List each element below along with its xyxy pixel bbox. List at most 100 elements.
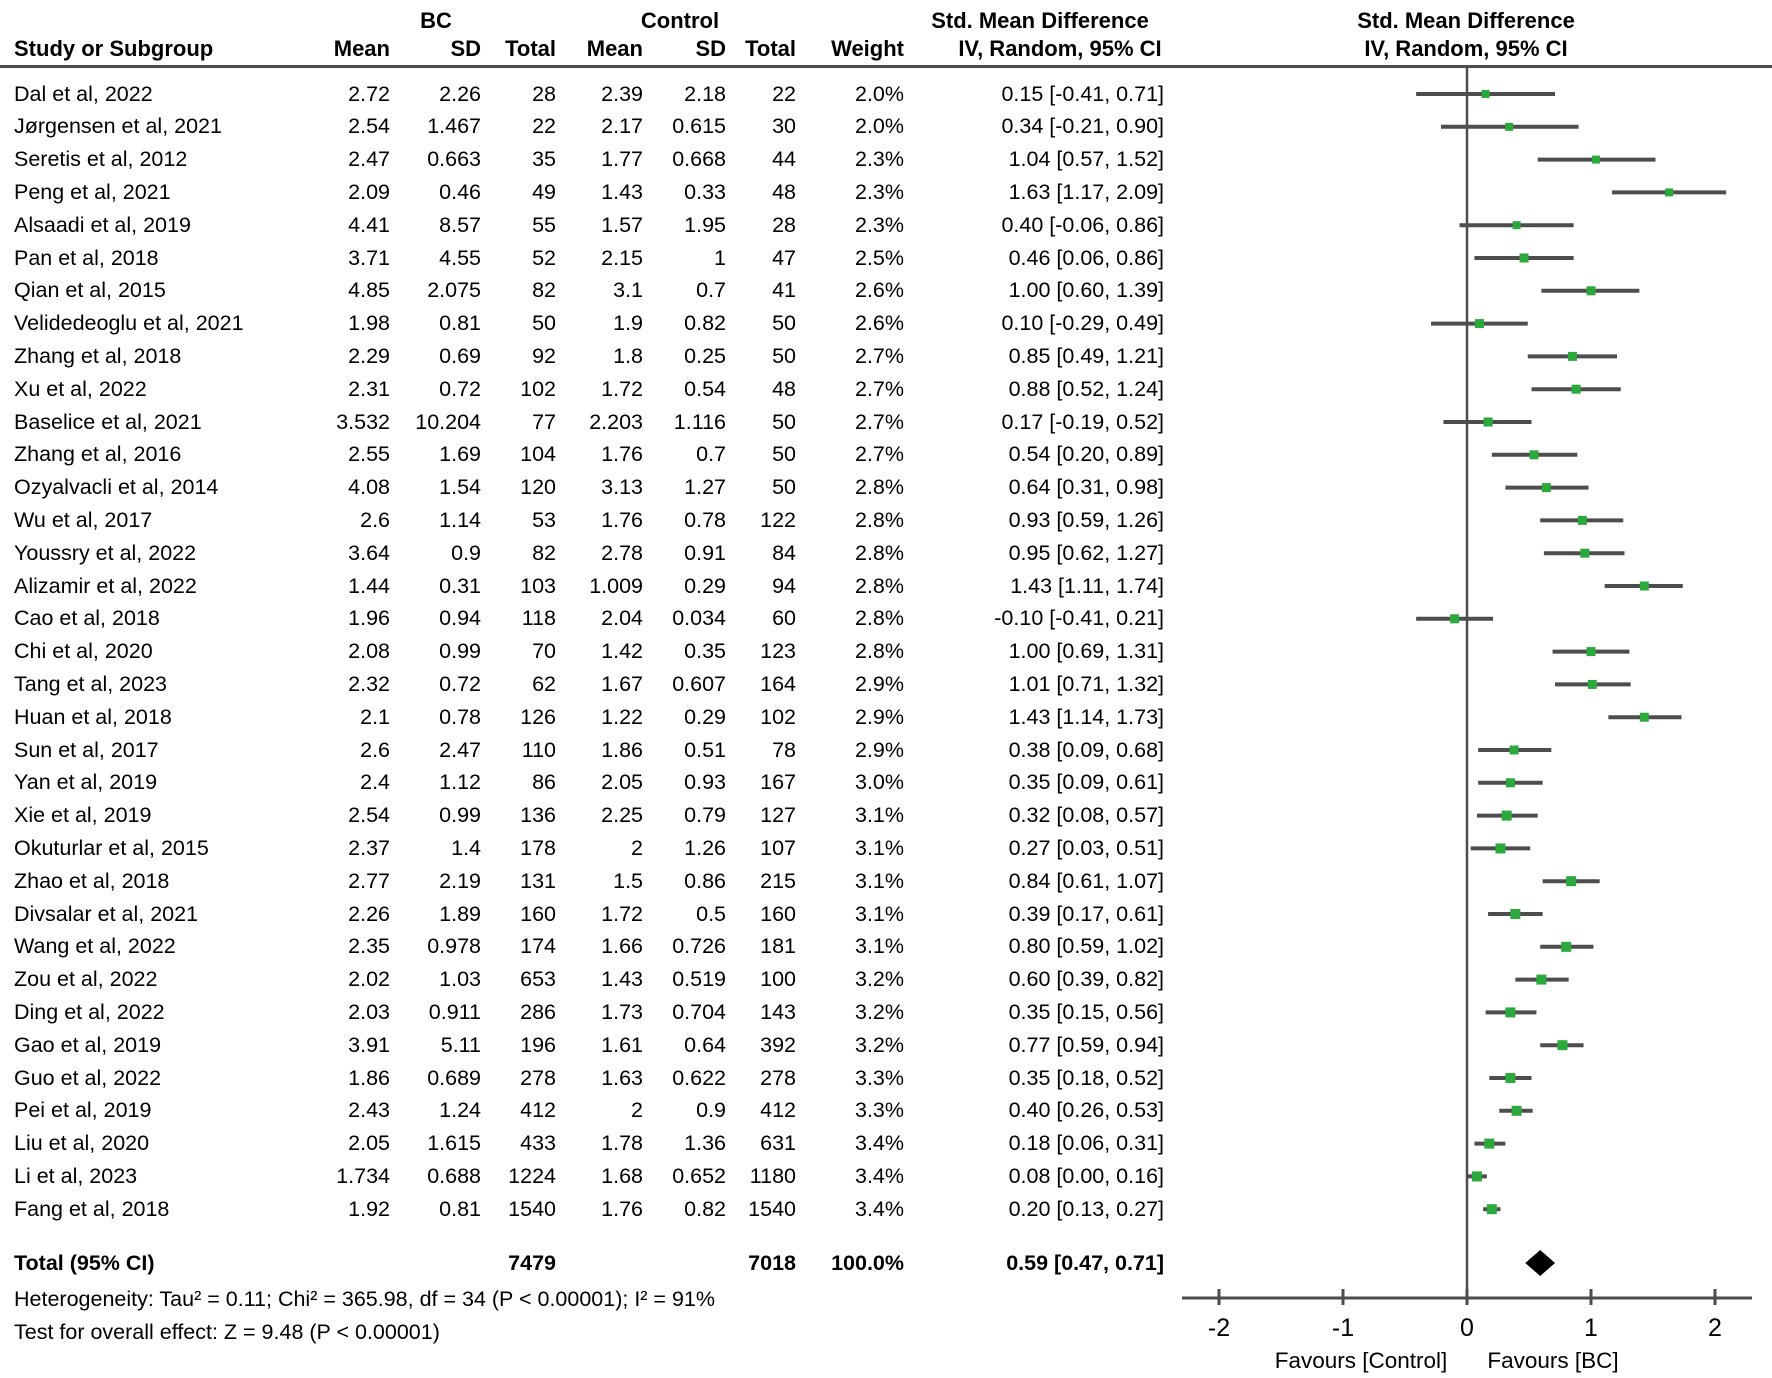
ctl-total: 167	[760, 770, 796, 795]
ci-text: 0.80 [0.59, 1.02]	[1008, 934, 1164, 959]
ctl-sd: 0.519	[672, 967, 726, 992]
bc-sd: 1.4	[451, 835, 481, 860]
effect-marker	[1580, 548, 1590, 558]
ctl-total: 107	[760, 835, 796, 860]
study-name: Zhang et al, 2016	[14, 442, 182, 467]
bc-mean: 2.54	[348, 114, 390, 139]
ctl-sd: 0.93	[684, 770, 726, 795]
study-name: Dal et al, 2022	[14, 81, 153, 106]
ci-text: 0.34 [-0.21, 0.90]	[1001, 114, 1164, 139]
effect-marker	[1587, 679, 1597, 689]
ci-text: 0.38 [0.09, 0.68]	[1008, 737, 1164, 762]
ctl-sd: 0.29	[684, 573, 726, 598]
ctl-total: 60	[772, 606, 796, 631]
bc-mean: 4.41	[348, 212, 390, 237]
ctl-total: 94	[772, 573, 796, 598]
ci-text: 1.01 [0.71, 1.32]	[1008, 671, 1164, 696]
ctl-total: 41	[772, 278, 796, 303]
ctl-total: 100	[760, 967, 796, 992]
ci-text: 0.88 [0.52, 1.24]	[1008, 376, 1164, 401]
study-name: Wu et al, 2017	[14, 507, 153, 532]
ctl-total: 278	[760, 1065, 796, 1090]
favours-left-label: Favours [Control]	[1275, 1348, 1448, 1373]
ctl-sd: 0.64	[684, 1032, 726, 1057]
ctl-total: 30	[772, 114, 796, 139]
ctl-mean: 1.68	[601, 1163, 643, 1188]
col-header-bc-sd: SD	[450, 36, 481, 61]
bc-mean: 2.03	[348, 999, 390, 1024]
ctl-total: 50	[772, 409, 796, 434]
weight: 2.7%	[854, 343, 904, 368]
ctl-mean: 1.78	[601, 1131, 643, 1156]
total-weight: 100.0%	[831, 1251, 904, 1275]
bc-mean: 2.6	[360, 507, 390, 532]
weight: 3.1%	[854, 901, 904, 926]
smd-header-left: Std. Mean Difference	[931, 8, 1149, 33]
ctl-sd: 0.82	[684, 1196, 726, 1221]
ctl-total: 215	[760, 868, 796, 893]
study-name: Zhao et al, 2018	[14, 868, 170, 893]
ci-text: 0.35 [0.15, 0.56]	[1008, 999, 1164, 1024]
ci-text: 1.04 [0.57, 1.52]	[1008, 147, 1164, 172]
bc-mean: 3.64	[348, 540, 390, 565]
ctl-total: 102	[760, 704, 796, 729]
ctl-total: 50	[772, 442, 796, 467]
table-row: Fang et al, 2018 1.92 0.81 1540 1.76 0.82 1540…	[0, 1193, 1180, 1226]
ci-text: 0.20 [0.13, 0.27]	[1008, 1196, 1164, 1221]
ctl-sd: 0.33	[684, 179, 726, 204]
study-name: Alizamir et al, 2022	[14, 573, 197, 598]
bc-mean: 2.35	[348, 934, 390, 959]
bc-mean: 2.77	[348, 868, 390, 893]
bc-total: 120	[520, 475, 556, 500]
weight: 2.8%	[854, 639, 904, 664]
ctl-total: 122	[760, 507, 796, 532]
bc-total: 53	[532, 507, 556, 532]
ci-text: 0.32 [0.08, 0.57]	[1008, 803, 1164, 828]
ctl-sd: 1.95	[684, 212, 726, 237]
bc-sd: 4.55	[439, 245, 481, 270]
bc-mean: 2.72	[348, 81, 390, 106]
bc-sd: 0.78	[439, 704, 481, 729]
weight: 2.0%	[854, 81, 904, 106]
ctl-mean: 2.05	[601, 770, 643, 795]
ci-text: 0.95 [0.62, 1.27]	[1008, 540, 1164, 565]
ci-text: 0.18 [0.06, 0.31]	[1008, 1131, 1164, 1156]
study-name: Gao et al, 2019	[14, 1032, 162, 1057]
col-header-study: Study or Subgroup	[14, 36, 214, 61]
effect-marker	[1512, 221, 1521, 230]
bc-total: 35	[532, 147, 556, 172]
bc-mean: 4.08	[348, 475, 390, 500]
ctl-total: 47	[772, 245, 796, 270]
ctl-mean: 2.15	[601, 245, 643, 270]
ci-text: 0.46 [0.06, 0.86]	[1008, 245, 1164, 270]
ctl-sd: 1.27	[684, 475, 726, 500]
effect-marker	[1557, 1040, 1568, 1051]
bc-total: 126	[520, 704, 556, 729]
bc-total: 136	[520, 803, 556, 828]
bc-total: 102	[520, 376, 556, 401]
table-row: Xie et al, 2019 2.54 0.99 136 2.25 0.79 127 3.1…	[0, 799, 1180, 832]
bc-sd: 2.19	[439, 868, 481, 893]
bc-mean: 2.05	[348, 1131, 390, 1156]
study-name: Huan et al, 2018	[14, 704, 172, 729]
table-row: Ding et al, 2022 2.03 0.911 286 1.73 0.704 143…	[0, 996, 1180, 1029]
ctl-mean: 1.8	[613, 343, 643, 368]
weight: 2.3%	[854, 179, 904, 204]
ctl-sd: 0.652	[672, 1163, 726, 1188]
ctl-sd: 0.91	[684, 540, 726, 565]
table-row: Okuturlar et al, 2015 2.37 1.4 178 2 1.26 107 3…	[0, 832, 1180, 865]
table-row: Zhao et al, 2018 2.77 2.19 131 1.5 0.86 215 3.1…	[0, 865, 1180, 898]
effect-marker	[1529, 450, 1539, 460]
bc-total: 196	[520, 1032, 556, 1057]
table-row: Zhang et al, 2016 2.55 1.69 104 1.76 0.7 50 2.7…	[0, 438, 1180, 471]
col-header-ctl-mean: Mean	[586, 36, 643, 61]
effect-marker	[1510, 909, 1521, 919]
ctl-mean: 1.22	[601, 704, 643, 729]
total-label: Total (95% CI)	[14, 1251, 155, 1275]
bc-total: 118	[521, 606, 556, 631]
study-name: Peng et al, 2021	[14, 179, 171, 204]
study-name: Pei et al, 2019	[14, 1098, 152, 1123]
bc-sd: 0.978	[427, 934, 481, 959]
study-name: Jørgensen et al, 2021	[14, 114, 222, 139]
bc-sd: 2.075	[427, 278, 481, 303]
